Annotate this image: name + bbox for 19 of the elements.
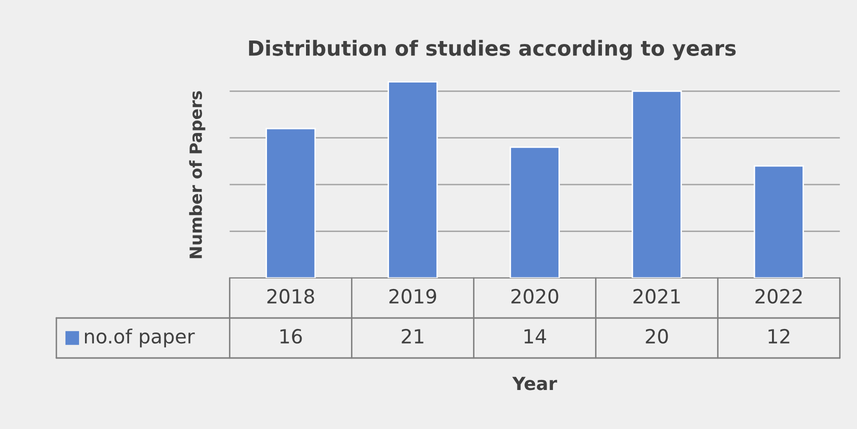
bar — [388, 81, 438, 278]
x-tick-label: 2020 — [511, 288, 558, 304]
legend-label: no.of paper — [84, 328, 195, 348]
data-label: 21 — [402, 328, 424, 344]
bar — [754, 165, 804, 278]
bar — [632, 90, 682, 278]
chart-title: Distribution of studies according to years — [249, 40, 736, 60]
y-axis-title: Number of Papers — [189, 91, 206, 258]
x-tick-label: 2019 — [389, 288, 436, 304]
x-axis-title: Year — [512, 376, 558, 390]
data-label: 20 — [646, 328, 668, 344]
bar — [266, 128, 316, 278]
data-label: 16 — [280, 328, 302, 344]
data-label: 12 — [768, 328, 790, 344]
x-tick-label: 2022 — [756, 288, 802, 304]
x-tick-label: 2021 — [633, 288, 680, 304]
data-label: 14 — [524, 329, 546, 344]
x-tick-label: 2018 — [267, 288, 314, 304]
bar — [510, 146, 560, 278]
